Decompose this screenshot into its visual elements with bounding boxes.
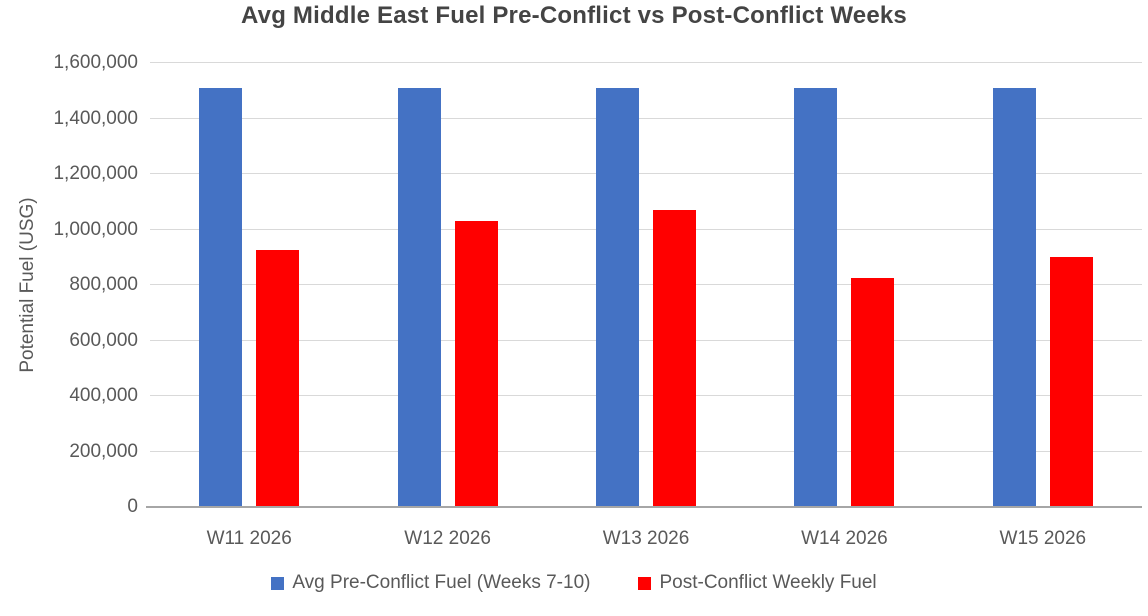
gridline-1200000 [150, 173, 1142, 174]
bar-group-w14-2026 [745, 63, 943, 507]
gridline-1400000 [150, 117, 1142, 119]
y-tick-label-400000: 400,000 [69, 385, 138, 406]
bar-group-w12-2026 [348, 63, 546, 507]
x-axis-label-w13-2026: W13 2026 [602, 528, 690, 549]
x-axis-line [146, 506, 1142, 508]
bar-group-w15-2026 [944, 63, 1142, 507]
bar-avg-pre-conflict-fuel-weeks-7-10-w13-2026 [596, 87, 640, 507]
y-tick-labels: 0 200,000 400,000 600,000 800,000 1,000,000 1,… [0, 52, 138, 517]
chart-title: Avg Middle East Fuel Pre-Conflict vs Pos… [241, 2, 907, 29]
legend-label: Avg Pre-Conflict Fuel (Weeks 7-10) [292, 572, 591, 593]
gridline-1000000 [150, 228, 1142, 230]
y-tick-label-1000000: 1,000,000 [53, 218, 138, 240]
bars [150, 63, 1142, 507]
x-axis-label-w11-2026: W11 2026 [206, 528, 292, 549]
legend-item-avg-pre-conflict-fuel-weeks-7-10: Avg Pre-Conflict Fuel (Weeks 7-10) [271, 572, 590, 594]
bar-post-conflict-weekly-fuel-w11-2026 [256, 250, 300, 507]
y-tick-label-200000: 200,000 [69, 440, 138, 462]
legend: Avg Pre-Conflict Fuel (Weeks 7-10) Post-C… [0, 572, 1148, 594]
legend-label: Post-Conflict Weekly Fuel [659, 572, 877, 593]
bar-group-w11-2026 [150, 63, 348, 507]
x-axis-label-w14-2026: W14 2026 [801, 528, 888, 549]
bar-avg-pre-conflict-fuel-weeks-7-10-w11-2026 [199, 87, 243, 507]
bar-avg-pre-conflict-fuel-weeks-7-10-w15-2026 [992, 87, 1036, 507]
y-tick-label-1200000: 1,200,000 [53, 163, 138, 184]
x-axis-label-w12-2026: W12 2026 [404, 528, 491, 549]
legend-swatch-icon [271, 576, 285, 590]
bar-post-conflict-weekly-fuel-w15-2026 [1049, 257, 1093, 507]
bar-post-conflict-weekly-fuel-w14-2026 [851, 278, 895, 507]
legend-swatch-icon [638, 576, 652, 590]
plot-area [146, 62, 1142, 508]
gridline-400000 [150, 395, 1142, 396]
bar-group-w13-2026 [547, 63, 745, 507]
y-tick-label-0: 0 [127, 496, 138, 517]
bar-post-conflict-weekly-fuel-w13-2026 [653, 210, 697, 507]
gridline-200000 [150, 450, 1142, 452]
bar-avg-pre-conflict-fuel-weeks-7-10-w12-2026 [397, 87, 441, 507]
gridline-600000 [150, 339, 1142, 341]
y-tick-label-600000: 600,000 [69, 329, 138, 351]
y-tick-label-1400000: 1,400,000 [53, 107, 138, 129]
gridline-800000 [150, 284, 1142, 285]
x-axis-label-w15-2026: W15 2026 [999, 528, 1087, 549]
legend-item-post-conflict-weekly-fuel: Post-Conflict Weekly Fuel [638, 572, 877, 594]
bar-post-conflict-weekly-fuel-w12-2026 [454, 221, 498, 507]
y-tick-label-1600000: 1,600,000 [53, 52, 138, 73]
x-axis-labels: W11 2026 W12 2026 W13 2026 W14 2026 W15 2026 [150, 510, 1142, 550]
y-tick-label-800000: 800,000 [69, 274, 138, 295]
gridline-1600000 [150, 62, 1142, 63]
bar-avg-pre-conflict-fuel-weeks-7-10-w14-2026 [794, 87, 838, 507]
